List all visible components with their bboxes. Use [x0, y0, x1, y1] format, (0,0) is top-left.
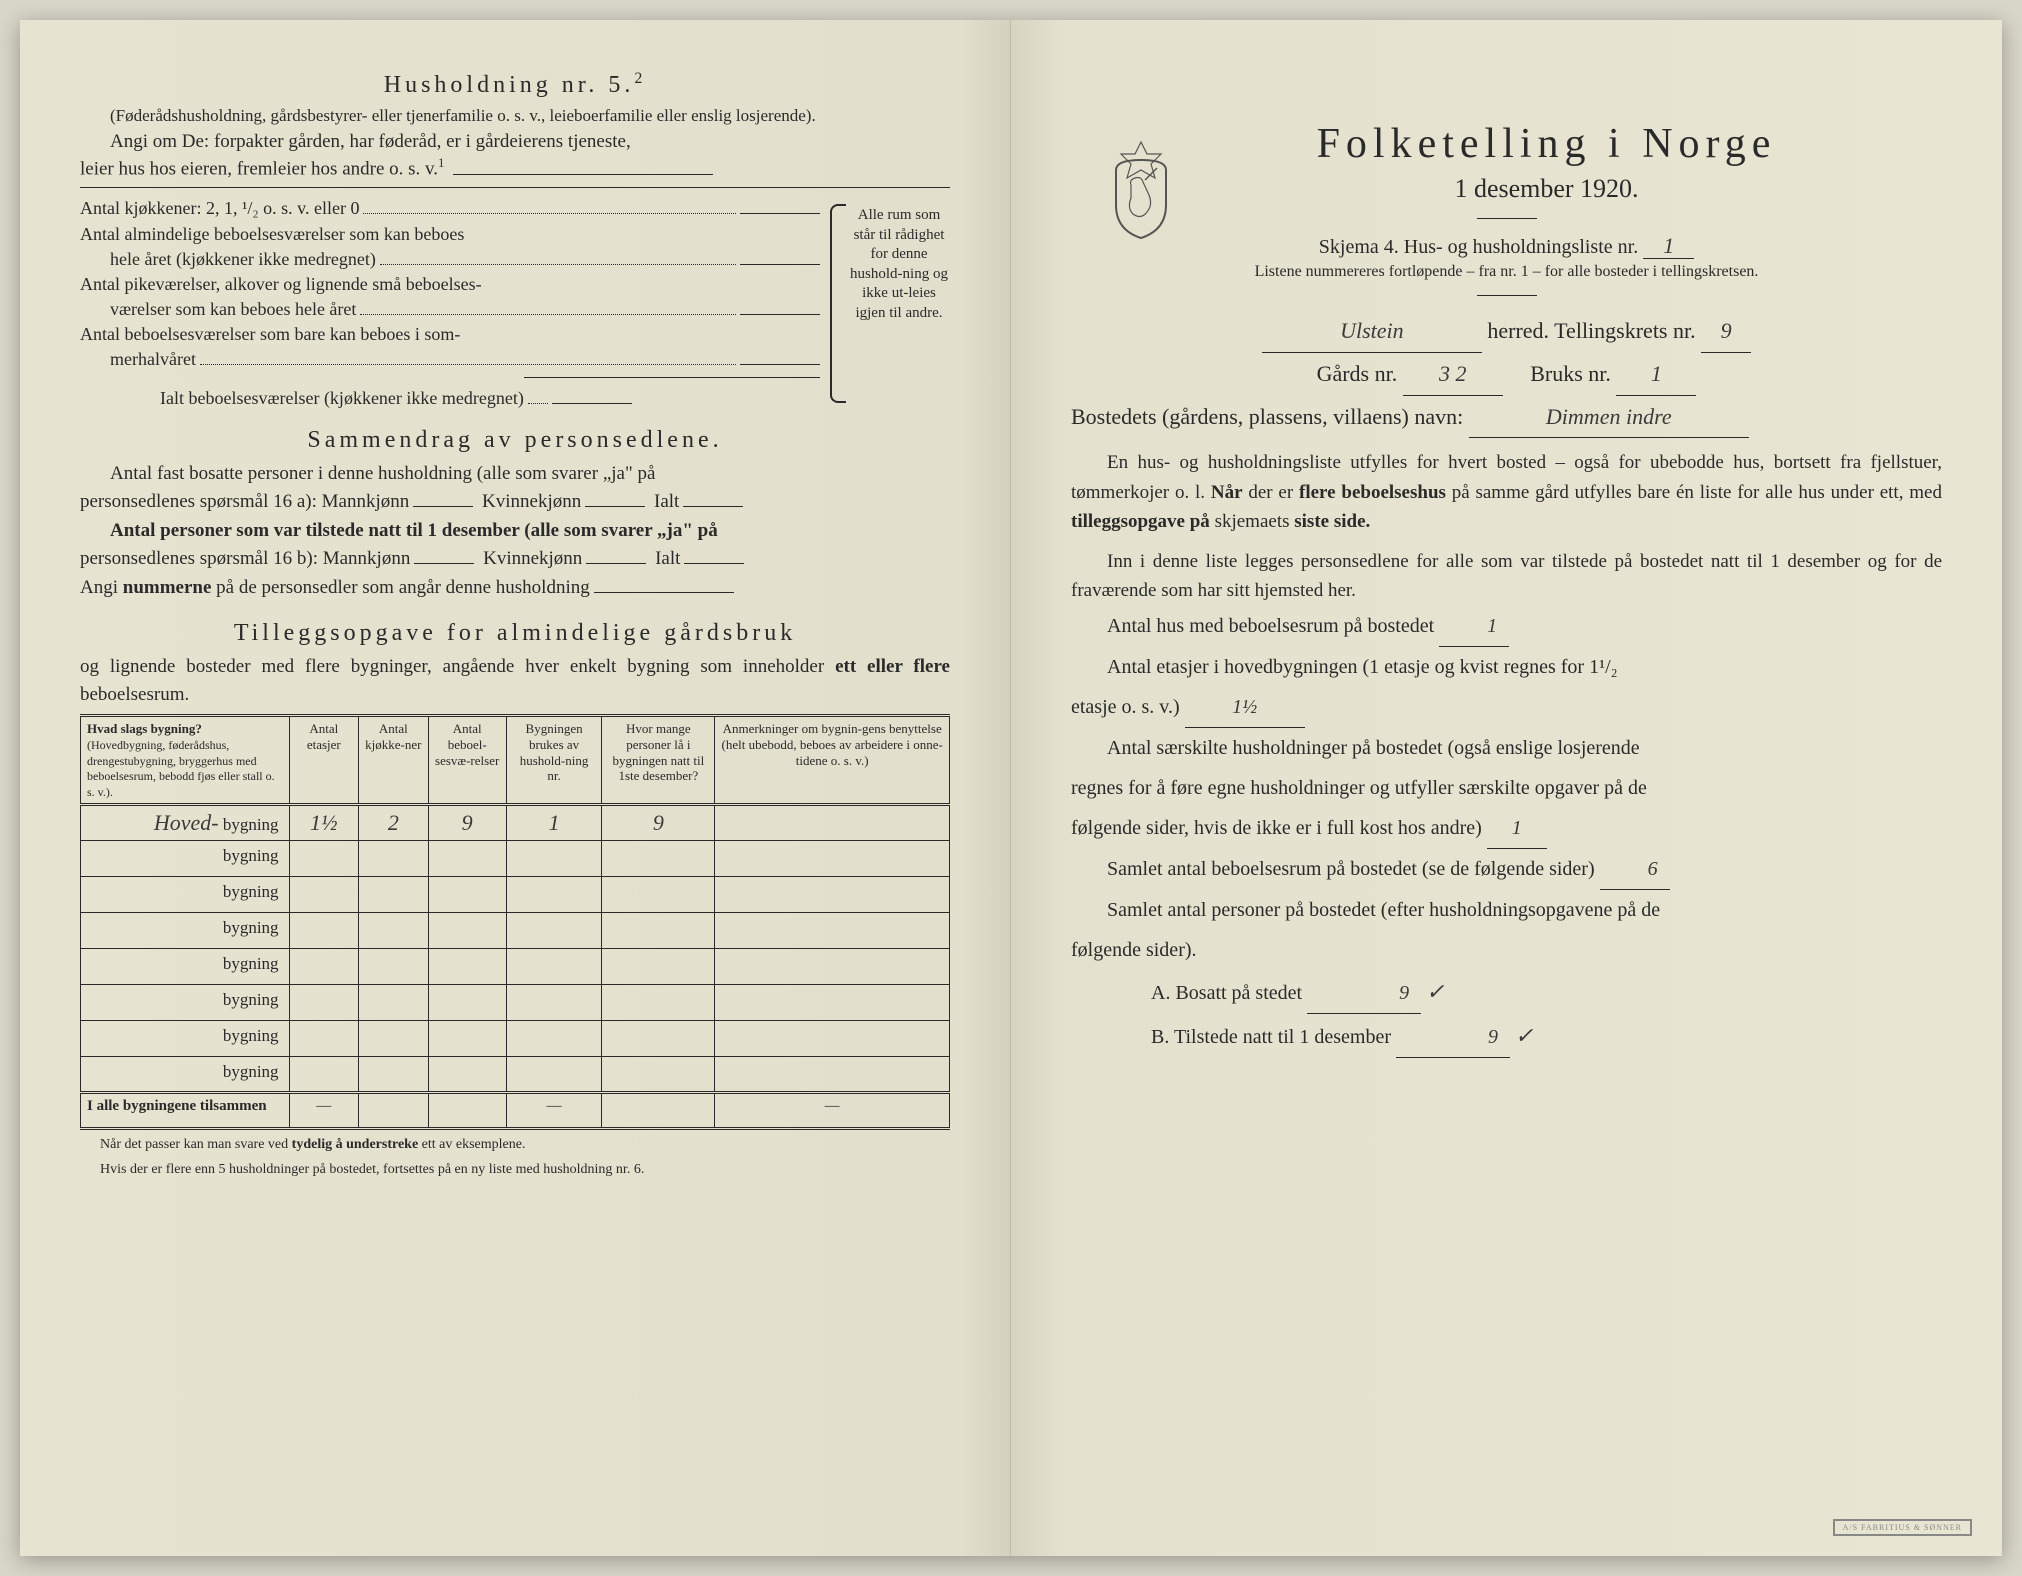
- para-2: Inn i denne liste legges personsedlene f…: [1071, 547, 1942, 606]
- para-1: En hus- og husholdningsliste utfylles fo…: [1071, 448, 1942, 536]
- th-bebo: Antal beboel-sesvæ-relser: [428, 716, 506, 805]
- gards-line: Gårds nr. 3 2 Bruks nr. 1: [1071, 353, 1942, 396]
- main-date: 1 desember 1920.: [1151, 174, 1942, 204]
- q-pike-2: værelser som kan beboes hele året: [80, 297, 820, 322]
- brace-note: Alle rum som står til rådighet for denne…: [830, 196, 950, 411]
- angi-blank: [453, 159, 713, 175]
- q-sommer-1: Antal beboelsesværelser som bare kan beb…: [80, 322, 820, 347]
- tillegg-title: Tilleggsopgave for almindelige gårdsbruk: [80, 620, 950, 647]
- q3b: regnes for å føre egne husholdninger og …: [1071, 768, 1942, 808]
- table-row: bygning: [81, 913, 950, 949]
- th-brukes: Bygningen brukes av hushold-ning nr.: [506, 716, 602, 805]
- q2a: Antal etasjer i hovedbygningen (1 etasje…: [1071, 647, 1942, 687]
- bosted-line: Bostedets (gårdens, plassens, villaens) …: [1071, 396, 1942, 439]
- angi-line-2: leier hus hos eieren, fremleier hos andr…: [80, 155, 950, 183]
- q3c: følgende sider, hvis de ikke er i full k…: [1071, 808, 1942, 849]
- table-row: bygning: [81, 985, 950, 1021]
- th-bygning: Hvad slags bygning? (Hovedbygning, føder…: [81, 716, 290, 805]
- q5a: Samlet antal personer på bostedet (efter…: [1071, 890, 1942, 930]
- tillegg-sub: og lignende bosteder med flere bygninger…: [80, 653, 950, 708]
- table-row: bygning: [81, 1057, 950, 1093]
- bygning-table: Hvad slags bygning? (Hovedbygning, føder…: [80, 714, 950, 1130]
- left-page: Husholdning nr. 5.2 (Føderådshusholdning…: [20, 20, 1011, 1556]
- q4: Samlet antal beboelsesrum på bostedet (s…: [1071, 849, 1942, 890]
- rule-subtotal: [524, 377, 820, 378]
- husholdning-note: (Føderådshusholdning, gårdsbestyrer- ell…: [80, 105, 950, 128]
- rooms-block: Antal kjøkkener: 2, 1, ¹/₂ o. s. v. elle…: [80, 196, 950, 411]
- main-title: Folketelling i Norge: [1151, 120, 1942, 168]
- table-row: bygning: [81, 877, 950, 913]
- sammendrag-1a: Antal fast bosatte personer i denne hush…: [80, 460, 950, 489]
- angi-line-1: Angi om De: forpakter gården, har føderå…: [80, 128, 950, 156]
- rule-1: [80, 187, 950, 188]
- skjema-note: Listene nummereres fortløpende – fra nr.…: [1071, 263, 1942, 281]
- q-almindelige-2: hele året (kjøkkener ikke medregnet): [80, 247, 820, 272]
- skjema-line: Skjema 4. Hus- og husholdningsliste nr. …: [1071, 233, 1942, 259]
- table-row: Hoved- bygning 1½ 2 9 1 9: [81, 805, 950, 841]
- sammendrag-title: Sammendrag av personsedlene.: [80, 427, 950, 454]
- q5-B: B. Tilstede natt til 1 desember 9 ✓: [1071, 1014, 1942, 1058]
- q-almindelige-1: Antal almindelige beboelsesværelser som …: [80, 222, 820, 247]
- q5b: følgende sider).: [1071, 930, 1942, 970]
- table-sum-row: I alle bygningene tilsammen ———: [81, 1093, 950, 1129]
- coat-of-arms-icon: [1101, 140, 1181, 240]
- printer-stamp: A/S FABRITIUS & SØNNER: [1833, 1519, 1972, 1536]
- husholdning-title: Husholdning nr. 5.2: [80, 70, 950, 99]
- footnote-1: Når det passer kan man svare ved tydelig…: [80, 1136, 950, 1154]
- table-row: bygning: [81, 949, 950, 985]
- herred-line: Ulstein herred. Tellingskrets nr. 9: [1071, 310, 1942, 353]
- sammendrag-2b: personsedlenes spørsmål 16 b): Mannkjønn…: [80, 545, 950, 574]
- sammendrag-1b: personsedlenes spørsmål 16 a): Mannkjønn…: [80, 488, 950, 517]
- sub-rule: [1477, 295, 1537, 296]
- table-row: bygning: [81, 1021, 950, 1057]
- q3a: Antal særskilte husholdninger på bostede…: [1071, 728, 1942, 768]
- th-kjokkener: Antal kjøkke-ner: [359, 716, 429, 805]
- q1: Antal hus med beboelsesrum på bostedet 1: [1071, 606, 1942, 647]
- th-anm: Anmerkninger om bygnin-gens benyttelse (…: [715, 716, 950, 805]
- th-etasjer: Antal etasjer: [289, 716, 359, 805]
- sammendrag-3: Angi nummerne på de personsedler som ang…: [80, 574, 950, 603]
- th-hvormange: Hvor mange personer lå i bygningen natt …: [602, 716, 715, 805]
- q2b: etasje o. s. v.) 1½: [1071, 687, 1942, 728]
- q-ialt: Ialt beboelsesværelser (kjøkkener ikke m…: [80, 386, 820, 411]
- right-page: Folketelling i Norge 1 desember 1920. Sk…: [1011, 20, 2002, 1556]
- q5-A: A. Bosatt på stedet 9 ✓: [1071, 970, 1942, 1014]
- table-row: bygning: [81, 841, 950, 877]
- q-pike-1: Antal pikeværelser, alkover og lignende …: [80, 272, 820, 297]
- q-sommer-2: merhalvåret: [80, 347, 820, 372]
- document-spread: Husholdning nr. 5.2 (Føderådshusholdning…: [20, 20, 2002, 1556]
- sammendrag-2a: Antal personer som var tilstede natt til…: [80, 517, 950, 546]
- footnote-2: Hvis der er flere enn 5 husholdninger på…: [80, 1161, 950, 1179]
- q-kjokkener: Antal kjøkkener: 2, 1, ¹/₂ o. s. v. elle…: [80, 196, 820, 221]
- title-rule: [1477, 218, 1537, 219]
